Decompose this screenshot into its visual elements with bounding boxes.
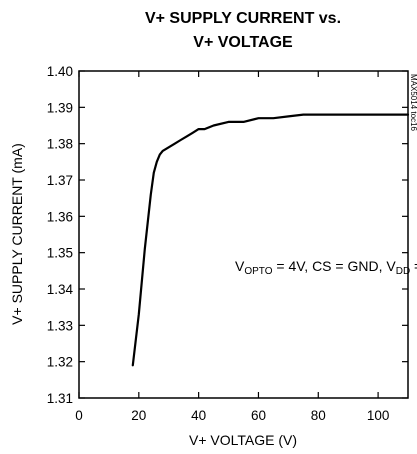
x-tick-label: 60 [251, 408, 266, 423]
chart-title-line-1: V+ SUPPLY CURRENT vs. [145, 10, 341, 27]
y-tick-label: 1.35 [47, 246, 73, 261]
annotation-subscript: DD [396, 266, 410, 277]
series-line [131, 113, 410, 367]
y-tick-label: 1.32 [47, 355, 73, 370]
y-tick-label: 1.38 [47, 137, 73, 152]
y-axis-label: V+ SUPPLY CURRENT (mA) [9, 143, 25, 325]
x-tick-label: 80 [311, 408, 326, 423]
y-tick-label: 1.37 [47, 173, 73, 188]
y-tick-label: 1.40 [47, 64, 73, 79]
y-tick-label: 1.36 [47, 209, 73, 224]
x-axis-label: V+ VOLTAGE (V) [189, 432, 297, 448]
condition-annotation: VOPTO = 4V, CS = GND, VDD = 0 [235, 258, 417, 277]
x-tick-label: 0 [75, 408, 83, 423]
annotation-text: = 0 [410, 258, 417, 274]
annotation-subscript: OPTO [244, 266, 272, 277]
y-tick-label: 1.39 [47, 100, 73, 115]
x-tick-label: 20 [131, 408, 146, 423]
y-tick-label: 1.34 [47, 282, 74, 297]
part-id-label: MAX5014 toc16 [409, 74, 417, 131]
annotation-text: = 4V, CS = GND, V [273, 258, 397, 274]
x-tick-label: 100 [367, 408, 390, 423]
plot-frame [78, 70, 409, 399]
chart-title-line-2: V+ VOLTAGE [193, 34, 293, 51]
tick-layer: 1.31 1.32 1.33 1.34 1.35 1.36 1.37 1.38 1.39 1.40… [47, 64, 408, 423]
y-tick-label: 1.31 [47, 391, 73, 406]
annotation-text: V [235, 258, 245, 274]
x-tick-label: 40 [191, 408, 206, 423]
y-tick-label: 1.33 [47, 318, 73, 333]
